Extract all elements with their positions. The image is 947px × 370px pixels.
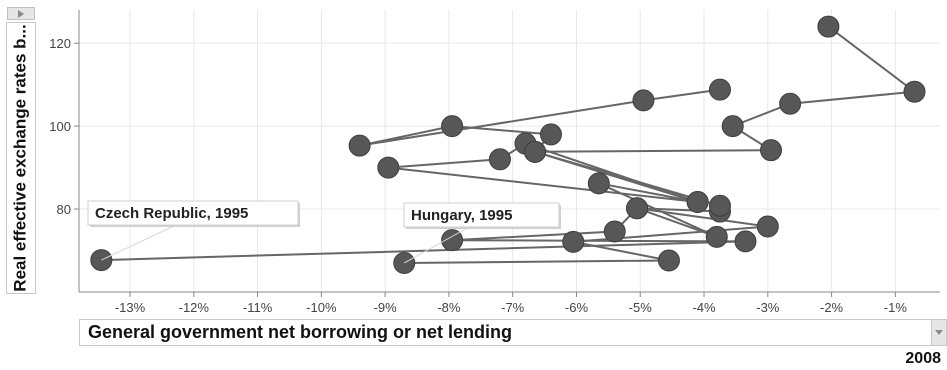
- annotation-leader-czech-republic: [101, 224, 177, 261]
- point-hungary[interactable]: [705, 225, 728, 248]
- x-tick-label: -13%: [115, 300, 146, 315]
- x-tick-label: -2%: [820, 300, 844, 315]
- x-axis-selector[interactable]: General government net borrowing or net …: [79, 319, 947, 346]
- point-hungary[interactable]: [488, 148, 511, 171]
- x-tick-label: -9%: [374, 300, 398, 315]
- x-tick-label: -12%: [179, 300, 210, 315]
- point-czech-republic[interactable]: [539, 123, 562, 146]
- y-tick-label: 80: [57, 202, 71, 217]
- year-label: 2008: [905, 350, 941, 367]
- x-tick-label: -5%: [629, 300, 653, 315]
- point-hungary[interactable]: [779, 92, 802, 115]
- point-czech-republic[interactable]: [708, 78, 731, 101]
- point-hungary[interactable]: [759, 139, 782, 162]
- annotations: Czech Republic, 1995 Hungary, 1995: [87, 200, 561, 264]
- point-czech-republic[interactable]: [708, 194, 731, 217]
- point-hungary[interactable]: [626, 197, 649, 220]
- x-tick-label: -7%: [501, 300, 525, 315]
- point-czech-republic[interactable]: [603, 220, 626, 243]
- annotation-box-czech-republic: [87, 200, 299, 226]
- point-czech-republic[interactable]: [734, 230, 757, 253]
- play-button[interactable]: [7, 7, 35, 20]
- point-hungary[interactable]: [756, 215, 779, 238]
- annotation-label-hungary: Hungary, 1995: [411, 207, 512, 224]
- point-czech-republic[interactable]: [632, 89, 655, 112]
- y-axis-selector[interactable]: Real effective exchange rates b...: [6, 22, 36, 294]
- grid: [79, 10, 940, 292]
- point-hungary[interactable]: [562, 230, 585, 253]
- axes: -13% -12% -11% -10% -9% -8% -7% -6% -5% -4% -3% -2%…: [49, 10, 940, 315]
- point-czech-republic[interactable]: [441, 115, 464, 138]
- x-tick-label: -4%: [692, 300, 716, 315]
- x-tick-label: -3%: [756, 300, 780, 315]
- dropdown-arrow-icon[interactable]: [931, 320, 946, 345]
- x-tick-label: -11%: [243, 300, 273, 315]
- x-tick-label: -6%: [565, 300, 589, 315]
- x-tick-label: -8%: [437, 300, 461, 315]
- point-hungary[interactable]: [903, 80, 926, 103]
- y-tick-label: 100: [49, 119, 71, 134]
- point-hungary[interactable]: [377, 156, 400, 179]
- point-czech-republic[interactable]: [348, 134, 371, 157]
- point-hungary[interactable]: [587, 172, 610, 195]
- trail-czech-republic: [101, 88, 746, 262]
- point-hungary[interactable]: [657, 249, 680, 272]
- annotation-box-hungary: [403, 202, 560, 228]
- annotation-label-czech-republic: Czech Republic, 1995: [95, 205, 248, 222]
- point-hungary[interactable]: [817, 15, 840, 38]
- x-tick-label: -10%: [306, 300, 337, 315]
- point-czech-republic[interactable]: [441, 229, 464, 252]
- point-hungary[interactable]: [721, 115, 744, 138]
- x-axis-label: General government net borrowing or net …: [88, 322, 513, 342]
- series-points: [90, 15, 926, 274]
- annotation-leader-hungary: [404, 226, 470, 264]
- y-tick-label: 120: [49, 36, 71, 51]
- x-tick-label: -1%: [884, 300, 908, 315]
- scatter-chart: -13% -12% -11% -10% -9% -8% -7% -6% -5% -4% -3% -2%…: [49, 10, 940, 315]
- point-hungary[interactable]: [524, 140, 547, 163]
- play-icon: [18, 9, 24, 18]
- point-hungary[interactable]: [686, 191, 709, 214]
